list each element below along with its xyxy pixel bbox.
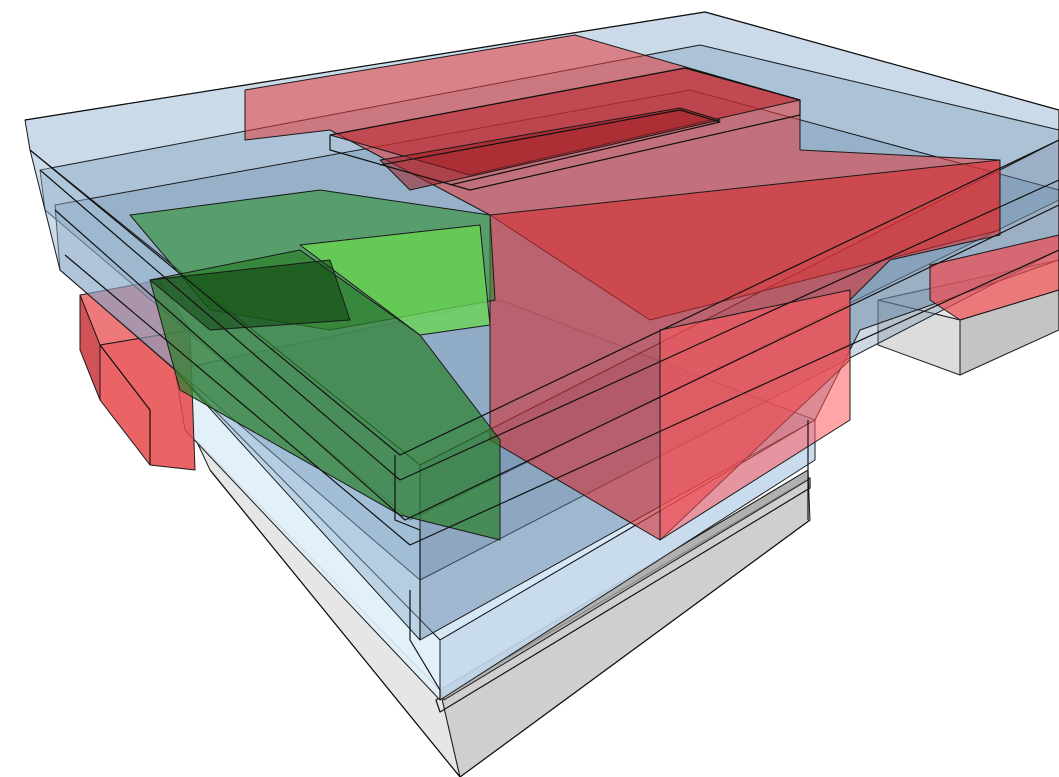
outline-edges: [24, 11, 1059, 777]
red-volumes: [244, 34, 1059, 541]
lower-vertical-left: [409, 590, 441, 700]
green-shadow: [149, 259, 351, 331]
courtyard-inner: [379, 109, 721, 186]
green-bright-face: [299, 224, 491, 336]
red-left-block: [79, 279, 196, 471]
slab3-edge: [54, 204, 1059, 521]
slab4-edge: [64, 249, 1059, 546]
courtyard-outline: [329, 67, 801, 191]
green-volume: [129, 189, 501, 541]
base-mass: [195, 259, 1059, 777]
red-left-edge: [99, 344, 151, 465]
roof-outline: [24, 11, 1059, 121]
red-left-side: [79, 294, 101, 401]
slab2-edge: [39, 169, 1059, 481]
red-inner-courtyard-2: [379, 107, 721, 191]
roof-front-edge: [29, 139, 1059, 456]
green-box-edge: [394, 455, 421, 640]
red-right-wing: [929, 234, 1059, 321]
base-bottom-edge: [209, 469, 811, 777]
